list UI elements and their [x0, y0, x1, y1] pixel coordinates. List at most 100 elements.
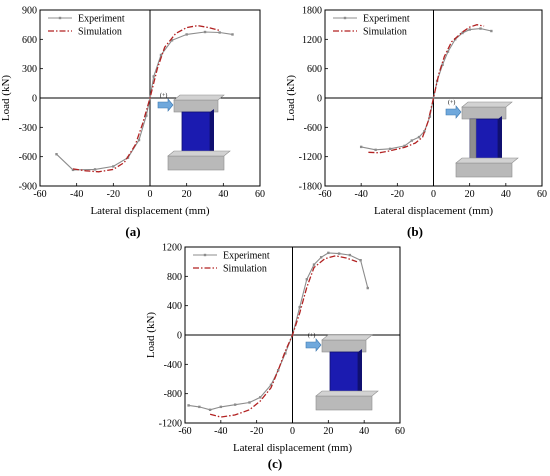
y-axis-title: Load (kN) — [0, 75, 12, 121]
specimen-base-face — [167, 150, 231, 157]
experiment-data-point — [388, 147, 392, 151]
specimen-top-beam — [461, 106, 507, 120]
chart-panel-2: -60 -40 -20 0 20 40 60 -1800 -1200 -600 0 600 1200 18… — [285, 6, 547, 240]
x-tick-label: 0 — [148, 189, 153, 200]
experiment-data-point — [259, 396, 262, 399]
experiment-data-point — [432, 96, 435, 100]
chart-panel-1: -60 -40 -20 0 20 40 60 -900 -600 -300 0 300 600 900 La… — [0, 6, 265, 240]
experiment-data-point — [298, 305, 301, 309]
specimen-base-block — [167, 155, 225, 171]
x-axis-title: Lateral displacement (mm) — [90, 205, 209, 217]
experiment-data-point — [93, 168, 97, 171]
experiment-data-point — [187, 404, 190, 407]
experiment-data-point — [403, 144, 406, 148]
experiment-data-point — [170, 39, 174, 42]
experiment-data-point — [428, 115, 432, 118]
experiment-data-point — [231, 33, 234, 36]
specimen-wall-panel — [181, 111, 211, 157]
specimen-wall-side — [210, 109, 214, 156]
experiment-data-point — [208, 408, 212, 411]
experiment-data-point — [312, 263, 316, 266]
legend-marker-experiment — [343, 16, 347, 20]
experiment-data-point — [55, 153, 58, 156]
specimen-inset: (+) — [305, 332, 379, 411]
load-direction-mark: (+) — [160, 92, 167, 99]
experiment-data-point — [479, 27, 482, 30]
y-tick-label: 300 — [22, 64, 37, 75]
load-arrow-icon — [157, 98, 174, 112]
x-tick-label: 0 — [431, 189, 436, 200]
y-tick-label: 600 — [307, 64, 322, 75]
specimen-inset: (+) — [445, 99, 519, 178]
x-axis-title: Lateral displacement (mm) — [233, 442, 352, 454]
specimen-top-beam — [321, 339, 367, 353]
y-axis-title: Load (kN) — [285, 75, 297, 121]
experiment-data-point — [112, 165, 115, 168]
simulation-series-line — [209, 255, 358, 418]
x-tick-label: -20 — [391, 189, 404, 200]
experiment-data-point — [374, 148, 377, 152]
y-tick-label: 1200 — [302, 35, 322, 46]
experiment-data-point — [461, 31, 464, 35]
x-tick-label: -40 — [214, 426, 227, 437]
specimen-boundary-element — [469, 118, 477, 164]
simulation-series-line — [368, 24, 485, 154]
panel-label: (a) — [125, 224, 140, 239]
experiment-data-point — [276, 369, 280, 372]
y-tick-label: 900 — [22, 6, 37, 17]
experiment-data-point — [203, 30, 207, 34]
load-direction-mark: (+) — [448, 99, 455, 106]
x-tick-label: 20 — [465, 189, 475, 200]
specimen-top-beam-face — [321, 334, 373, 341]
load-direction-mark: (+) — [308, 332, 315, 339]
experiment-data-point — [327, 251, 330, 255]
y-tick-label: -900 — [19, 182, 37, 193]
y-tick-label: -600 — [19, 152, 37, 163]
experiment-data-point — [348, 253, 352, 257]
x-tick-label: 60 — [395, 426, 405, 437]
specimen-wall-side — [498, 116, 502, 163]
legend-label-experiment: Experiment — [223, 251, 270, 262]
y-tick-label: 1800 — [302, 6, 322, 17]
experiment-data-point — [152, 75, 155, 78]
specimen-wall-panel — [329, 351, 359, 397]
experiment-data-point — [71, 168, 75, 172]
x-tick-label: 40 — [359, 426, 369, 437]
x-tick-label: 20 — [182, 189, 192, 200]
y-tick-label: -1200 — [299, 152, 322, 163]
y-tick-label: 800 — [167, 272, 182, 283]
panel-label: (b) — [407, 224, 423, 239]
y-tick-label: 1200 — [162, 243, 182, 254]
experiment-data-point — [233, 403, 237, 406]
y-tick-label: 0 — [317, 94, 322, 105]
specimen-base-block — [455, 162, 513, 178]
panel-label: (c) — [268, 456, 282, 471]
specimen-inset: (+) — [157, 92, 231, 171]
experiment-data-point — [366, 286, 369, 290]
experiment-data-point — [359, 259, 362, 262]
experiment-data-point — [490, 29, 493, 33]
legend-label-simulation: Simulation — [78, 27, 122, 38]
load-arrow-icon — [445, 105, 462, 119]
specimen-top-beam — [173, 99, 219, 113]
specimen-base-block — [315, 395, 373, 411]
x-tick-label: 20 — [323, 426, 333, 437]
experiment-data-point — [337, 252, 341, 255]
y-tick-label: 0 — [177, 331, 182, 342]
x-tick-label: 40 — [501, 189, 511, 200]
y-tick-label: -800 — [164, 389, 182, 400]
experiment-data-point — [305, 278, 309, 281]
specimen-top-beam-face — [173, 94, 225, 101]
x-tick-label: -40 — [354, 189, 367, 200]
x-tick-label: 60 — [537, 189, 547, 200]
specimen-base-face — [455, 157, 519, 164]
experiment-data-point — [446, 50, 450, 53]
y-tick-label: 600 — [22, 35, 37, 46]
x-tick-label: -20 — [250, 426, 263, 437]
specimen-top-beam-face — [461, 101, 513, 108]
experiment-data-point — [410, 139, 413, 142]
experiment-data-point — [218, 31, 221, 34]
x-tick-label: 40 — [218, 189, 228, 200]
experiment-data-point — [284, 352, 287, 355]
